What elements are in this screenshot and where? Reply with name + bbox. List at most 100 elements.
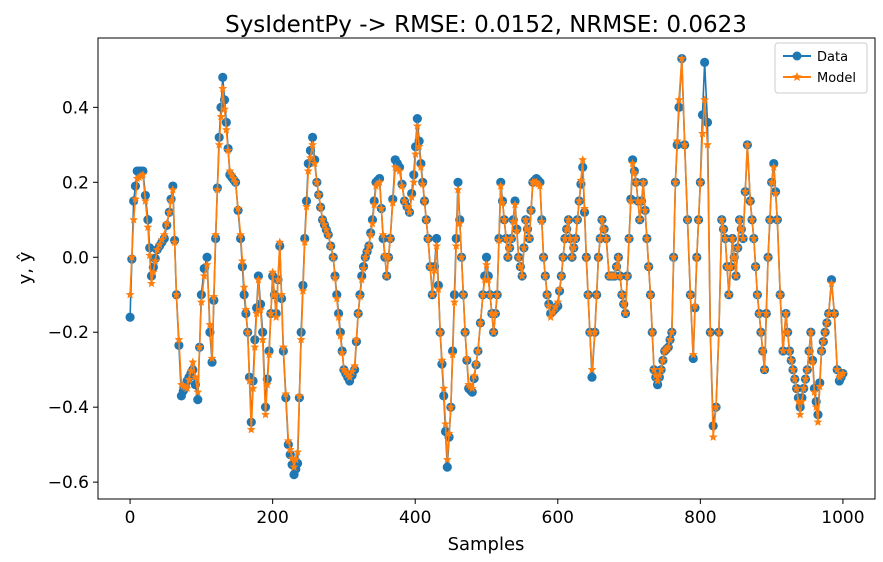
model-point [451, 241, 461, 250]
model-point [489, 327, 498, 336]
model-point [147, 278, 156, 288]
legend-data-marker [792, 51, 802, 61]
model-point [378, 230, 388, 239]
model-point [174, 335, 184, 344]
model-point [786, 355, 796, 365]
model-point [193, 387, 203, 396]
model-point [455, 218, 465, 228]
model-point [233, 203, 243, 213]
model-point [637, 196, 646, 205]
model-point [692, 252, 702, 261]
model-point [478, 290, 488, 299]
model-point [503, 252, 513, 261]
model-point [801, 374, 810, 383]
model-point [614, 252, 623, 261]
model-point [442, 455, 452, 464]
model-point [211, 230, 220, 239]
model-point [562, 224, 572, 233]
model-point [491, 308, 500, 318]
model-point [729, 252, 739, 261]
model-point [658, 355, 668, 365]
model-point [188, 357, 198, 366]
model-point [740, 187, 750, 196]
data-point [467, 387, 477, 397]
model-point [638, 177, 648, 187]
data-point [202, 252, 212, 262]
model-point [700, 95, 710, 104]
model-point [551, 302, 560, 311]
model-point [184, 375, 194, 384]
model-point [731, 271, 741, 280]
model-point [467, 383, 477, 393]
model-point [285, 445, 295, 454]
model-point [813, 417, 823, 426]
model-point [669, 252, 678, 261]
model-point [526, 205, 536, 215]
model-point [599, 224, 609, 233]
legend-model-marker [792, 72, 802, 82]
model-point [499, 215, 509, 224]
model-point [578, 155, 588, 164]
model-point [446, 402, 456, 411]
data-point [700, 57, 710, 67]
model-point [168, 185, 178, 194]
model-point [384, 252, 393, 261]
chart-title: SysIdentPy -> RMSE: 0.0152, NRMSE: 0.062… [225, 12, 747, 38]
model-point [560, 233, 570, 243]
model-point [498, 198, 507, 207]
model-point [539, 252, 548, 261]
model-point [824, 308, 834, 318]
model-point [785, 346, 794, 355]
model-point [548, 307, 558, 316]
model-point [418, 179, 428, 188]
model-point [310, 158, 320, 168]
model-point [771, 188, 780, 198]
model-point [460, 327, 470, 336]
model-point [590, 327, 600, 336]
y-tick-label: −0.6 [48, 473, 89, 493]
model-point [663, 342, 673, 351]
model-point [754, 308, 764, 318]
model-point [519, 243, 529, 252]
model-point [496, 181, 506, 190]
model-point [186, 366, 196, 375]
model-point [628, 158, 638, 168]
model-point [683, 215, 692, 224]
data-point [196, 290, 206, 300]
model-point [196, 297, 206, 306]
model-point [507, 233, 516, 243]
model-point [753, 290, 762, 299]
model-point [617, 290, 627, 299]
y-tick-label: 0.0 [62, 248, 89, 268]
model-point [815, 381, 825, 391]
data-point [587, 372, 597, 382]
model-point [350, 361, 359, 370]
model-point [818, 336, 828, 346]
model-point [749, 233, 759, 243]
model-point [357, 275, 367, 284]
model-point [425, 262, 435, 271]
model-point [546, 312, 556, 321]
model-point [368, 218, 377, 228]
model-point [221, 125, 231, 134]
model-point [129, 215, 139, 224]
model-point [216, 112, 226, 121]
model-point [262, 380, 272, 389]
model-point [792, 383, 801, 393]
model-point [448, 350, 458, 359]
model-point [248, 383, 258, 393]
model-point [275, 237, 285, 246]
model-point [820, 327, 830, 336]
model-point [332, 293, 342, 303]
y-tick-label: 0.4 [62, 98, 89, 118]
model-point [654, 370, 664, 380]
model-point [308, 140, 317, 149]
model-point [690, 301, 700, 310]
model-point [521, 215, 531, 224]
model-point [402, 202, 412, 211]
model-point [804, 346, 814, 355]
model-point [580, 203, 589, 213]
data-point [125, 312, 135, 322]
model-point [473, 346, 483, 355]
